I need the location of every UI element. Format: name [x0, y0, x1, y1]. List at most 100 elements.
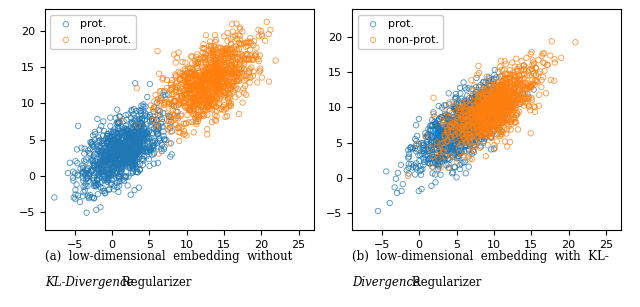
non-prot. — [200, 74, 210, 79]
prot. — [107, 181, 117, 186]
prot. — [139, 139, 149, 144]
prot. — [102, 131, 113, 136]
non-prot. — [494, 98, 504, 103]
prot. — [70, 192, 81, 197]
non-prot. — [490, 111, 500, 116]
prot. — [440, 129, 451, 134]
non-prot. — [216, 86, 226, 91]
prot. — [453, 150, 463, 155]
non-prot. — [461, 108, 471, 113]
non-prot. — [529, 72, 539, 76]
non-prot. — [169, 52, 179, 57]
prot. — [156, 146, 166, 151]
prot. — [456, 145, 466, 150]
non-prot. — [527, 66, 537, 71]
non-prot. — [518, 91, 529, 96]
non-prot. — [492, 99, 502, 104]
non-prot. — [460, 113, 470, 118]
prot. — [451, 116, 461, 121]
non-prot. — [245, 53, 255, 58]
non-prot. — [530, 105, 540, 110]
non-prot. — [198, 66, 208, 71]
Text: KL-Divergence: KL-Divergence — [45, 276, 133, 289]
non-prot. — [228, 71, 238, 76]
non-prot. — [502, 95, 513, 100]
non-prot. — [403, 173, 413, 178]
non-prot. — [211, 86, 221, 91]
prot. — [104, 161, 114, 166]
non-prot. — [171, 104, 181, 109]
prot. — [428, 153, 438, 157]
prot. — [134, 108, 145, 113]
prot. — [451, 141, 461, 146]
prot. — [431, 147, 442, 152]
non-prot. — [476, 115, 486, 120]
prot. — [153, 112, 163, 117]
prot. — [488, 79, 499, 84]
non-prot. — [210, 92, 220, 97]
prot. — [481, 122, 492, 127]
prot. — [127, 128, 138, 133]
prot. — [118, 157, 129, 161]
prot. — [504, 104, 515, 109]
non-prot. — [186, 94, 196, 99]
prot. — [442, 139, 452, 144]
non-prot. — [523, 81, 533, 86]
prot. — [442, 114, 452, 119]
non-prot. — [163, 111, 173, 116]
non-prot. — [487, 97, 497, 102]
prot. — [422, 134, 433, 139]
prot. — [436, 115, 446, 120]
non-prot. — [189, 83, 199, 88]
non-prot. — [489, 105, 499, 110]
non-prot. — [180, 104, 190, 109]
non-prot. — [495, 102, 506, 107]
non-prot. — [486, 131, 497, 136]
prot. — [128, 165, 138, 170]
non-prot. — [479, 109, 490, 114]
non-prot. — [484, 89, 494, 94]
non-prot. — [536, 85, 547, 90]
prot. — [95, 156, 105, 161]
prot. — [97, 141, 108, 146]
prot. — [125, 130, 136, 135]
non-prot. — [507, 60, 517, 65]
prot. — [438, 157, 448, 161]
prot. — [479, 122, 489, 126]
prot. — [102, 150, 113, 154]
non-prot. — [465, 97, 476, 102]
non-prot. — [196, 84, 206, 89]
prot. — [452, 127, 462, 132]
prot. — [124, 134, 134, 139]
prot. — [425, 161, 435, 166]
non-prot. — [190, 78, 200, 83]
non-prot. — [204, 82, 214, 87]
prot. — [442, 132, 452, 137]
non-prot. — [448, 106, 458, 111]
prot. — [123, 132, 133, 137]
non-prot. — [473, 114, 483, 119]
prot. — [120, 161, 130, 166]
prot. — [126, 115, 136, 120]
non-prot. — [549, 78, 559, 83]
non-prot. — [514, 94, 524, 99]
non-prot. — [481, 91, 492, 95]
prot. — [88, 133, 98, 138]
prot. — [477, 107, 488, 112]
non-prot. — [440, 154, 451, 159]
non-prot. — [216, 88, 226, 93]
non-prot. — [204, 72, 214, 77]
prot. — [125, 145, 135, 150]
prot. — [434, 144, 444, 149]
non-prot. — [505, 87, 515, 92]
prot. — [115, 157, 125, 162]
prot. — [418, 142, 428, 147]
prot. — [490, 110, 500, 115]
non-prot. — [505, 97, 515, 102]
prot. — [124, 132, 134, 137]
prot. — [475, 83, 485, 88]
prot. — [458, 122, 468, 127]
non-prot. — [193, 91, 204, 96]
prot. — [124, 160, 134, 165]
non-prot. — [175, 86, 186, 91]
